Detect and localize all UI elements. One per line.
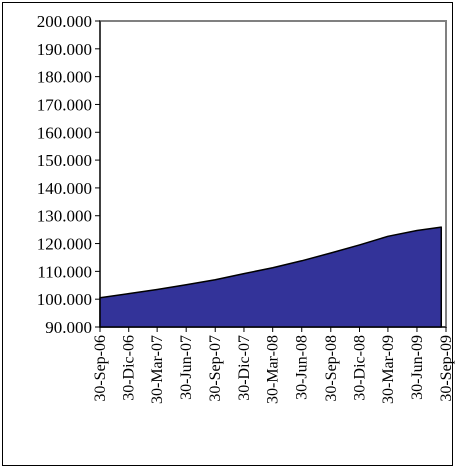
x-tick-label: 30-Mar-08 (265, 335, 282, 404)
x-tick-label: 30-Dic-08 (352, 335, 369, 401)
y-tick-label: 190.000 (37, 40, 92, 59)
y-tick-label: 100.000 (37, 290, 92, 309)
axes (95, 20, 447, 332)
y-tick-label: 120.000 (37, 235, 92, 254)
y-tick-label: 200.000 (37, 12, 92, 31)
x-tick-labels: 30-Sep-06 30-Dic-06 30-Mar-07 30-Jun-07 30-S… (92, 335, 455, 404)
y-tick-label: 130.000 (37, 207, 92, 226)
x-tick-label: 30-Sep-06 (92, 335, 109, 402)
x-tick-label: 30-Dic-07 (236, 335, 253, 401)
x-tick-label: 30-Sep-09 (438, 335, 455, 402)
x-tick-label: 30-Jun-09 (409, 335, 426, 400)
y-tick-label: 140.000 (37, 179, 92, 198)
y-tick-label: 150.000 (37, 151, 92, 170)
x-tick-label: 30-Dic-06 (121, 335, 138, 401)
series-area-0 (99, 226, 443, 328)
x-tick-label: 30-Sep-08 (323, 335, 340, 402)
y-tick-label: 180.000 (37, 68, 92, 87)
x-tick-label: 30-Mar-09 (380, 335, 397, 404)
series-layer (99, 226, 443, 328)
x-tick-label: 30-Jun-08 (294, 335, 311, 400)
x-tick-label: 30-Jun-07 (178, 335, 195, 400)
x-tick-label: 30-Mar-07 (149, 335, 166, 404)
y-tick-labels: 90.000 100.000 110.000 120.000 130.000 140.00… (37, 12, 92, 337)
y-tick-label: 90.000 (45, 318, 92, 337)
y-tick-label: 160.000 (37, 123, 92, 142)
y-tick-label: 170.000 (37, 95, 92, 114)
x-tick-label: 30-Sep-07 (207, 335, 224, 402)
y-tick-label: 110.000 (37, 262, 92, 281)
